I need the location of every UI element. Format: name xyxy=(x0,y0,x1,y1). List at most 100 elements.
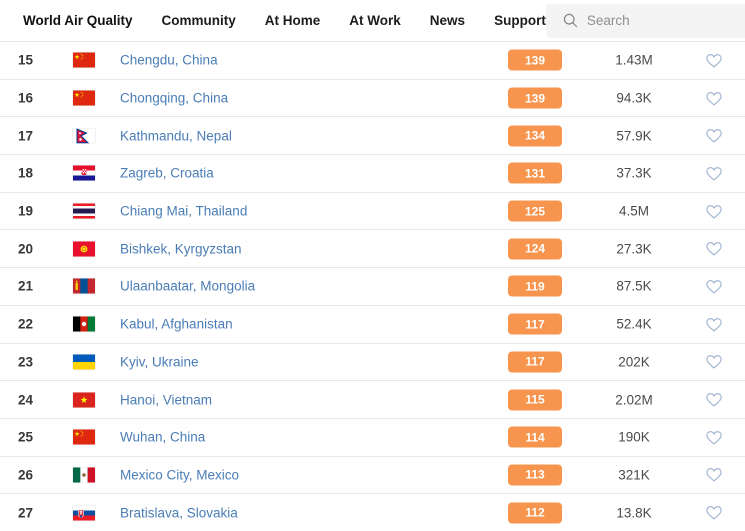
nav-at-work[interactable]: At Work xyxy=(349,13,401,28)
heart-outline-icon xyxy=(706,242,722,256)
flag-kyrgyzstan-icon xyxy=(73,241,95,257)
followers-count: 321K xyxy=(618,467,650,483)
city-link[interactable]: Kabul, Afghanistan xyxy=(120,316,233,332)
rank-number: 15 xyxy=(18,52,34,68)
top-navigation: World Air Quality Community At Home At W… xyxy=(0,0,745,41)
aqi-badge: 112 xyxy=(508,502,562,524)
city-link[interactable]: Ulaanbaatar, Mongolia xyxy=(120,278,256,294)
rank-number: 22 xyxy=(18,316,34,332)
heart-outline-icon xyxy=(706,167,722,181)
followers-count: 27.3K xyxy=(616,241,652,257)
aqi-badge: 117 xyxy=(508,351,562,373)
heart-outline-icon xyxy=(706,129,722,143)
nav-at-home[interactable]: At Home xyxy=(264,13,321,28)
flag-mongolia-icon xyxy=(73,278,95,294)
city-link[interactable]: Hanoi, Vietnam xyxy=(120,392,213,408)
ranking-row: 23 Kyiv, Ukraine 117 202K xyxy=(0,343,745,382)
search-input[interactable] xyxy=(586,13,737,28)
follow-heart-button[interactable] xyxy=(703,464,725,486)
flag-china-icon xyxy=(73,429,95,445)
followers-count: 190K xyxy=(618,429,650,445)
follow-heart-button[interactable] xyxy=(703,389,725,411)
heart-outline-icon xyxy=(706,54,722,68)
rank-number: 21 xyxy=(18,278,34,294)
flag-afghanistan-icon xyxy=(73,316,95,332)
city-link[interactable]: Chengdu, China xyxy=(120,52,218,68)
follow-heart-button[interactable] xyxy=(703,200,725,222)
aqi-badge: 139 xyxy=(508,87,562,109)
search-icon xyxy=(563,13,577,28)
followers-count: 1.43M xyxy=(615,52,653,68)
city-link[interactable]: Chongqing, China xyxy=(120,90,229,106)
city-link[interactable]: Kyiv, Ukraine xyxy=(120,354,199,370)
heart-outline-icon xyxy=(706,317,722,332)
follow-heart-button[interactable] xyxy=(703,275,725,297)
nav-news[interactable]: News xyxy=(429,13,466,28)
aqi-badge: 117 xyxy=(508,313,562,335)
rank-number: 20 xyxy=(18,241,34,257)
rank-number: 25 xyxy=(18,429,34,445)
ranking-row: 16 Chongqing, China 139 94.3K xyxy=(0,79,745,118)
follow-heart-button[interactable] xyxy=(703,351,725,373)
city-link[interactable]: Kathmandu, Nepal xyxy=(120,128,232,144)
heart-outline-icon xyxy=(706,280,722,294)
flag-thailand-icon xyxy=(73,203,95,219)
aqi-badge: 125 xyxy=(508,200,562,222)
follow-heart-button[interactable] xyxy=(703,162,725,184)
follow-heart-button[interactable] xyxy=(703,426,725,448)
heart-outline-icon xyxy=(706,506,722,520)
follow-heart-button[interactable] xyxy=(703,502,725,524)
followers-count: 13.8K xyxy=(616,505,652,521)
aqi-badge: 119 xyxy=(508,275,562,297)
heart-outline-icon xyxy=(706,91,722,106)
ranking-row: 27 Bratislava, Slovakia 112 13.8K xyxy=(0,494,745,531)
follow-heart-button[interactable] xyxy=(703,313,725,335)
ranking-row: 25 Wuhan, China 114 190K xyxy=(0,418,745,457)
flag-china-icon xyxy=(73,90,95,106)
rank-number: 16 xyxy=(18,90,34,106)
city-link[interactable]: Wuhan, China xyxy=(120,429,206,445)
followers-count: 52.4K xyxy=(616,316,652,332)
followers-count: 4.5M xyxy=(618,203,649,219)
ranking-row: 15 Chengdu, China 139 1.43M xyxy=(0,42,745,80)
nav-community[interactable]: Community xyxy=(161,13,236,28)
aqi-badge: 114 xyxy=(508,426,562,448)
followers-count: 37.3K xyxy=(616,165,652,181)
flag-nepal-icon xyxy=(73,128,95,144)
rank-number: 23 xyxy=(18,354,34,370)
nav-support[interactable]: Support xyxy=(494,13,546,28)
rank-number: 27 xyxy=(18,505,34,521)
city-link[interactable]: Zagreb, Croatia xyxy=(120,165,214,181)
rank-number: 18 xyxy=(18,165,34,181)
ranking-row: 18 Zagreb, Croatia 131 37.3K xyxy=(0,155,745,193)
followers-count: 94.3K xyxy=(616,90,652,106)
city-link[interactable]: Bishkek, Kyrgyzstan xyxy=(120,241,242,257)
search-box[interactable] xyxy=(545,3,745,38)
main-nav: Community At Home At Work News Support xyxy=(162,13,546,28)
city-link[interactable]: Mexico City, Mexico xyxy=(120,467,240,483)
flag-china-icon xyxy=(73,52,95,68)
aqi-badge: 139 xyxy=(508,49,562,71)
follow-heart-button[interactable] xyxy=(703,87,725,109)
follow-heart-button[interactable] xyxy=(703,125,725,147)
ranking-row: 22 Kabul, Afghanistan 117 52.4K xyxy=(0,305,745,344)
ranking-row: 26 Mexico City, Mexico 113 321K xyxy=(0,456,745,495)
city-link[interactable]: Chiang Mai, Thailand xyxy=(120,203,248,219)
heart-outline-icon xyxy=(706,430,722,445)
flag-ukraine-icon xyxy=(73,354,95,370)
flag-mexico-icon xyxy=(73,467,95,483)
ranking-row: 21 Ulaanbaatar, Mongolia 119 87.5K xyxy=(0,268,745,306)
rank-number: 26 xyxy=(18,467,34,483)
city-ranking-list: 15 Chengdu, China 139 1.43M 16 Chongqing… xyxy=(0,41,745,531)
rank-number: 24 xyxy=(18,392,34,408)
brand-world-air-quality[interactable]: World Air Quality xyxy=(23,13,133,28)
flag-croatia-icon xyxy=(73,165,95,181)
ranking-row: 20 Bishkek, Kyrgyzstan 124 27.3K xyxy=(0,230,745,269)
city-link[interactable]: Bratislava, Slovakia xyxy=(120,505,238,521)
follow-heart-button[interactable] xyxy=(703,49,725,71)
follow-heart-button[interactable] xyxy=(703,238,725,260)
rank-number: 17 xyxy=(18,128,34,144)
aqi-badge: 131 xyxy=(508,162,562,184)
heart-outline-icon xyxy=(706,393,722,407)
heart-outline-icon xyxy=(706,468,722,483)
